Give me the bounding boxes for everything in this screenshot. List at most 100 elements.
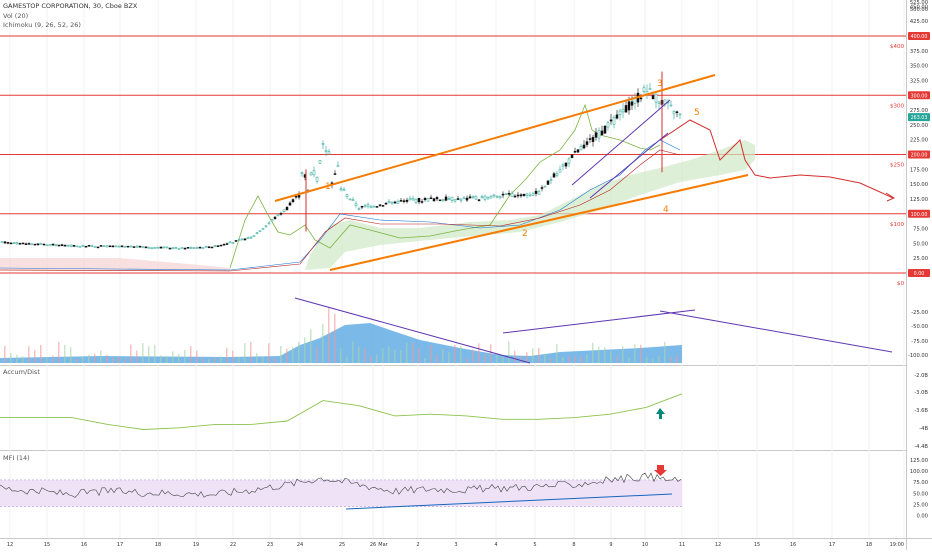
level-annotation: $400 [890, 44, 904, 50]
candle-body [414, 198, 418, 203]
candle-body [612, 116, 616, 125]
mfi-label[interactable]: MFI (14) [3, 454, 30, 462]
candle-body [219, 244, 223, 247]
candle-body [567, 158, 571, 164]
price-tick-label: 250.00 [910, 123, 928, 129]
candle-body [213, 245, 217, 247]
candle-body [477, 199, 481, 201]
candle-body [342, 189, 346, 192]
price-tick-label: 175.00 [910, 167, 928, 173]
price-tick-label: 375.00 [910, 49, 928, 55]
volume-bar [112, 357, 114, 363]
volume-bar [142, 343, 144, 363]
wave-label-1: 1 [325, 182, 331, 192]
candle-body [552, 173, 556, 178]
candle-body [618, 110, 622, 116]
candle-body [126, 245, 130, 248]
candle-body [141, 246, 145, 248]
candle-body [654, 93, 658, 103]
volume-bar [484, 354, 486, 363]
volume-bar [94, 353, 96, 363]
volume-bar [340, 348, 342, 363]
candle-body [675, 111, 679, 113]
volume-bar [622, 346, 624, 363]
channel-upper-line [274, 74, 716, 202]
candle-body [513, 195, 517, 198]
volume-bar [424, 357, 426, 363]
candle-body [678, 113, 682, 116]
accum-dist-label[interactable]: Accum/Dist [3, 368, 40, 376]
mfi-trend-line [345, 493, 673, 510]
volume-bar [244, 343, 246, 363]
volume-bar [202, 357, 204, 363]
volume-bar [502, 356, 504, 363]
volume-bar [226, 347, 228, 363]
candle-body [585, 141, 589, 145]
candle-body [93, 246, 97, 248]
level-annotation: $100 [890, 222, 904, 228]
vol-indicator-label[interactable]: Vol (20) [3, 12, 29, 20]
volume-bar [136, 350, 138, 363]
time-tick-label: 22 [230, 542, 236, 548]
candle-body [429, 197, 433, 200]
candle-body [471, 196, 475, 198]
candle-body [111, 245, 115, 248]
volume-bar [658, 355, 660, 363]
wave-label-5: 5 [694, 108, 700, 118]
volume-bar [574, 356, 576, 363]
time-tick-label: 12 [715, 542, 721, 548]
ichimoku-indicator-label[interactable]: Ichimoku (9, 26, 52, 26) [3, 21, 81, 29]
time-tick-label: 10 [642, 542, 648, 548]
candle-body [117, 245, 121, 248]
volume-bar [262, 356, 264, 363]
time-tick-label: Mar [378, 542, 388, 548]
candle-body [192, 247, 196, 249]
candle-body [489, 195, 493, 199]
candle-body [42, 243, 46, 246]
volume-bar [286, 348, 288, 363]
candle-body [594, 132, 598, 138]
candle-body [252, 235, 256, 237]
candle-body [261, 228, 265, 230]
volume-bar [238, 356, 240, 363]
candle-body [108, 245, 112, 248]
wave-channel-lower [589, 132, 669, 199]
volume-bar [628, 357, 630, 363]
volume-bar [376, 355, 378, 363]
candle-body [195, 247, 199, 249]
candle-body [300, 172, 304, 175]
candle-body [525, 193, 529, 196]
candle-body [69, 244, 73, 247]
candle-body [384, 202, 388, 205]
candle-body [597, 130, 601, 139]
volume-bar [406, 343, 408, 363]
volume-bar [490, 344, 492, 363]
volume-bar [178, 353, 180, 363]
volume-bar [34, 350, 36, 363]
candle-body [321, 143, 325, 145]
candle-body [156, 246, 160, 249]
candle-body [615, 114, 619, 119]
candle-body [102, 245, 106, 247]
accum-tick-label: -3.6B [914, 408, 928, 414]
symbol-title: GAMESTOP CORPORATION, 30, Cboe BZX [3, 2, 138, 10]
candle-body [507, 193, 511, 195]
volume-bar [316, 347, 318, 363]
time-tick-label: 24 [297, 542, 303, 548]
candle-body [468, 196, 472, 199]
candle-body [78, 246, 82, 248]
volume-bar [358, 346, 360, 363]
volume-bar [52, 355, 54, 363]
volume-bar [478, 343, 480, 363]
mfi-tick-label: 50.00 [913, 491, 928, 497]
volume-trend-down [294, 297, 531, 364]
volume-bar [40, 344, 42, 363]
volume-bar [610, 351, 612, 363]
candle-body [582, 144, 586, 149]
time-tick-label: 2 [416, 542, 419, 548]
volume-bar [472, 349, 474, 363]
level-price-tag-text: 0.00 [914, 271, 925, 277]
candle-body [648, 88, 652, 90]
volume-bar [616, 356, 618, 363]
